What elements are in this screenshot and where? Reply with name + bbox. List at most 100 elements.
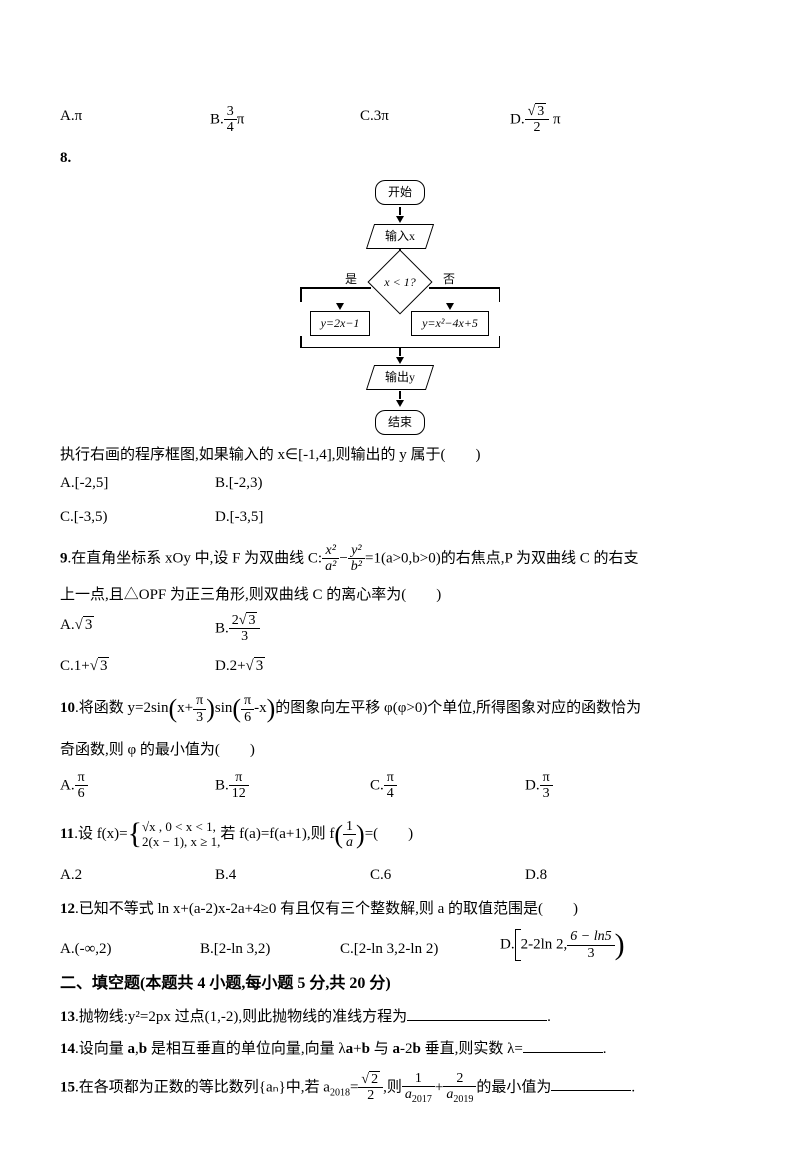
q15-comma: ,则: [383, 1079, 402, 1095]
q11-pr: ): [356, 820, 365, 849]
q12: 12.已知不等式 ln x+(a-2)x-2a+4≥0 有且仅有三个整数解,则 …: [60, 897, 740, 921]
q12-optD: D.2-2ln 2,6 − ln53): [500, 929, 700, 961]
fc-left: y=2x−1: [310, 311, 371, 336]
q9-optB-numsqrt: 3: [246, 612, 257, 628]
q11-piece1: √x , 0 < x < 1,: [142, 819, 220, 835]
q7-optD-num: √3: [525, 104, 550, 120]
q7-options: A.π B.34π C.3π D.√32 π: [60, 104, 740, 136]
q14-pre: .设向量: [75, 1041, 128, 1057]
q13-stem: .抛物线:y²=2px 过点(1,-2),则此抛物线的准线方程为: [75, 1009, 407, 1025]
q10-label: 10: [60, 701, 75, 717]
q9-stem-pre: .在直角坐标系 xOy 中,设 F 为双曲线 C:: [68, 550, 323, 566]
q9-optB-den: 3: [229, 629, 261, 644]
q7-optD-num-sqrt: 3: [535, 103, 546, 119]
q7-optC-prefix: C.: [360, 108, 374, 124]
q9-optB-frac: 2√33: [229, 613, 261, 645]
fc-right-side: y=x²−4x+5: [400, 302, 500, 336]
fc-arrow-icon: [396, 357, 404, 364]
q7-optA-value: π: [75, 108, 83, 124]
q15-f3ds: 2019: [453, 1094, 473, 1105]
q9-minus: −: [339, 550, 347, 566]
q15-plus: +: [435, 1079, 443, 1095]
q14-blank[interactable]: [523, 1037, 603, 1053]
q8-optC: C.[-3,5): [60, 505, 215, 529]
q14-plus: +: [353, 1041, 361, 1057]
q12-optD-prefix: D.: [500, 937, 515, 953]
q10-line2: 奇函数,则 φ 的最小值为( ): [60, 738, 740, 762]
q8-optA: A.[-2,5]: [60, 471, 215, 495]
q15-blank[interactable]: [551, 1075, 631, 1091]
fc-diamond: x < 1?: [371, 268, 429, 296]
q12-optC: C.[2-ln 3,2-ln 2): [340, 937, 500, 961]
q10-optD-d: 3: [540, 786, 553, 801]
fc-start: 开始: [375, 180, 425, 205]
q10-optD: D.π3: [525, 770, 680, 802]
q7-optB: B.34π: [210, 104, 360, 136]
q12-options: A.(-∞,2) B.[2-ln 3,2) C.[2-ln 3,2-ln 2) …: [60, 929, 740, 961]
q9-options-row2: C.1+√3 D.2+√3: [60, 654, 740, 678]
q14-minus2: -2: [400, 1041, 413, 1057]
q10-optB-p: B.: [215, 777, 229, 793]
fc-cond-wrap: x < 1? 是 否: [371, 266, 429, 298]
q10-optA-d: 6: [75, 786, 88, 801]
q12-optB: B.[2-ln 3,2): [200, 937, 340, 961]
q15-f2ds: 2017: [412, 1094, 432, 1105]
q13: 13.抛物线:y²=2px 过点(1,-2),则此抛物线的准线方程为.: [60, 1005, 740, 1029]
q15-eq: =: [350, 1079, 358, 1095]
q9-optA: A.√3: [60, 613, 215, 645]
q10-optA-n: π: [75, 770, 88, 786]
q7-optC-value: 3π: [374, 108, 389, 124]
q10-mid: sin: [215, 701, 233, 717]
q15-f2d: a2017: [402, 1087, 435, 1105]
q7-optB-suffix: π: [237, 111, 245, 127]
q10-optB-n: π: [229, 770, 249, 786]
q9-f2d: b²: [348, 559, 365, 574]
q15-f3n: 2: [443, 1071, 476, 1087]
q15-frac1: √22: [358, 1072, 383, 1104]
q8-options-row2: C.[-3,5) D.[-3,5]: [60, 505, 740, 529]
q10-a2d: 6: [241, 710, 254, 725]
q10-p2l: (: [232, 694, 241, 723]
q12-optD-n: 6 − ln5: [567, 929, 614, 945]
q11-optD: D.8: [525, 863, 680, 887]
q9-optC: C.1+√3: [60, 654, 215, 678]
q8: 8.: [60, 146, 740, 170]
q9-optD: D.2+√3: [215, 654, 370, 678]
fc-input-text: 输入x: [385, 227, 415, 246]
q9-optB-prefix: B.: [215, 620, 229, 636]
q14-a3: a: [392, 1041, 400, 1057]
fc-branch: y=2x−1 y=x²−4x+5: [300, 302, 500, 336]
fc-end: 结束: [375, 410, 425, 435]
fc-input: 输入x: [366, 224, 434, 249]
q7-optC: C.3π: [360, 104, 510, 136]
q11-fd: a: [343, 835, 356, 850]
q12-optD-pre: 2-2ln 2,: [521, 937, 568, 953]
q12-optA: A.(-∞,2): [60, 937, 200, 961]
q9-optD-sqrt: 3: [254, 657, 266, 674]
q13-suffix: .: [547, 1009, 551, 1025]
q11-mid1: 若 f(a)=f(a+1),则 f: [220, 826, 334, 842]
q13-blank[interactable]: [407, 1005, 547, 1021]
q15-label: 15: [60, 1079, 75, 1095]
fc-line: [399, 391, 401, 399]
q7-optA: A.π: [60, 104, 210, 136]
q9-optA-sqrt: 3: [83, 616, 95, 633]
q9-frac1: x²a²: [322, 543, 339, 575]
q10-pre: .将函数 y=2sin: [75, 701, 168, 717]
q10-optC: C.π4: [370, 770, 525, 802]
q10-optC-n: π: [384, 770, 397, 786]
fc-cond-text: x < 1?: [371, 268, 429, 296]
q10-p2r: ): [267, 694, 276, 723]
q7-optB-prefix: B.: [210, 111, 224, 127]
section2-title: 二、填空题(本题共 4 小题,每小题 5 分,共 20 分): [60, 971, 740, 997]
q10-f2: π6: [241, 693, 254, 725]
q14-b2: b: [362, 1041, 370, 1057]
q10-a1p: x+: [177, 701, 193, 717]
q11-optB: B.4: [215, 863, 370, 887]
q7-optD-suffix: π: [549, 111, 560, 127]
q10-a1d: 3: [193, 710, 206, 725]
q9-optB-numpre: 2: [232, 613, 239, 628]
q10-optD-p: D.: [525, 777, 540, 793]
q14-b3: b: [412, 1041, 420, 1057]
q11-piece2: 2(x − 1), x ≥ 1,: [142, 834, 220, 850]
